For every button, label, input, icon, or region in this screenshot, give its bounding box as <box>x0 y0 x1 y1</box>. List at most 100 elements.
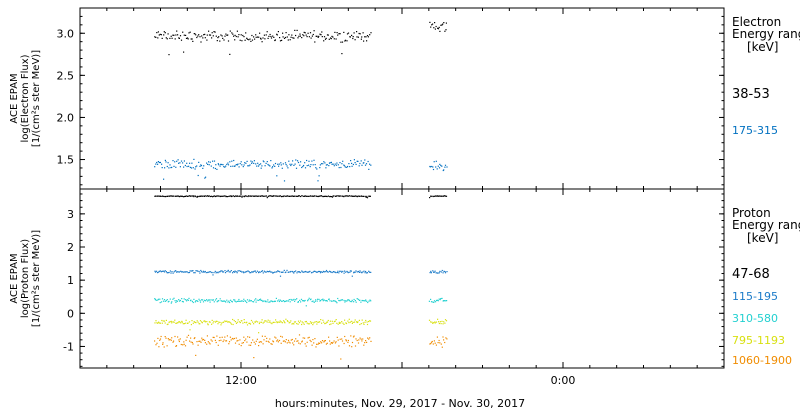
data-point <box>180 160 183 162</box>
data-point <box>265 300 267 302</box>
data-point <box>266 197 268 199</box>
data-point <box>279 320 281 322</box>
data-point <box>253 323 255 325</box>
data-point <box>277 163 279 165</box>
data-point <box>209 161 211 163</box>
data-point <box>215 341 217 344</box>
data-point <box>363 300 365 302</box>
data-point <box>365 270 367 273</box>
data-point <box>255 301 257 303</box>
data-point <box>274 162 277 165</box>
data-point <box>283 269 285 271</box>
data-point <box>200 341 202 343</box>
data-point <box>174 38 176 40</box>
data-point <box>346 33 349 35</box>
data-point <box>170 35 172 37</box>
data-point <box>354 300 356 302</box>
data-point <box>262 322 264 324</box>
data-point <box>272 301 274 303</box>
data-point <box>183 34 185 36</box>
data-point <box>362 271 364 273</box>
data-point <box>366 272 369 274</box>
data-point <box>175 301 177 303</box>
data-point <box>208 161 210 163</box>
data-point <box>234 321 236 323</box>
data-point <box>351 165 353 167</box>
data-point <box>214 31 216 33</box>
data-point <box>213 272 215 274</box>
data-point <box>199 320 202 322</box>
data-point <box>168 54 170 56</box>
data-point <box>301 321 303 323</box>
data-point <box>245 162 247 164</box>
data-point <box>443 22 445 24</box>
data-point <box>236 300 238 302</box>
data-point <box>362 322 364 324</box>
data-point <box>250 344 252 346</box>
data-point <box>250 160 252 162</box>
data-point <box>289 301 291 303</box>
data-point <box>318 321 320 323</box>
data-point <box>224 320 226 322</box>
data-point <box>328 38 330 40</box>
data-point <box>166 272 168 274</box>
data-point <box>312 271 314 273</box>
data-point <box>243 298 245 300</box>
data-point <box>246 299 249 301</box>
data-point <box>307 300 309 302</box>
data-point <box>248 299 251 301</box>
data-point <box>221 270 223 272</box>
data-point <box>322 271 324 273</box>
data-point <box>370 271 372 273</box>
data-point <box>306 36 308 38</box>
data-point <box>437 299 439 301</box>
data-point <box>249 195 251 197</box>
data-point <box>249 336 251 338</box>
data-point <box>165 161 167 163</box>
data-point <box>232 318 234 321</box>
data-point <box>260 299 262 301</box>
data-point <box>193 298 195 300</box>
data-point <box>256 270 258 272</box>
data-point <box>225 340 227 342</box>
data-point <box>347 195 349 197</box>
data-point <box>311 321 313 324</box>
data-point <box>260 341 263 343</box>
data-point <box>283 195 285 197</box>
data-point <box>253 301 255 303</box>
data-point <box>166 299 168 301</box>
data-point <box>315 271 317 273</box>
data-point <box>309 339 311 341</box>
data-point <box>288 322 290 324</box>
data-point <box>369 337 371 339</box>
data-point <box>185 37 188 39</box>
data-point <box>165 337 167 339</box>
data-point <box>184 299 187 301</box>
data-point <box>274 195 276 197</box>
data-point <box>255 163 257 165</box>
data-point <box>221 336 223 338</box>
data-point <box>339 33 341 35</box>
data-point <box>318 195 320 197</box>
data-point <box>221 322 223 324</box>
data-point <box>357 160 359 162</box>
data-point <box>345 339 347 341</box>
data-point <box>182 271 185 273</box>
data-point <box>351 34 353 36</box>
data-point <box>210 195 213 197</box>
data-point <box>244 271 246 273</box>
data-point <box>331 342 333 344</box>
data-point <box>196 300 198 302</box>
data-point <box>226 34 228 36</box>
data-point <box>320 319 322 321</box>
data-point <box>339 300 341 302</box>
data-point <box>429 343 431 345</box>
data-point <box>212 196 214 198</box>
data-point <box>318 298 320 300</box>
data-point <box>218 195 220 197</box>
data-point <box>358 339 360 341</box>
data-point <box>204 37 206 39</box>
data-point <box>255 320 257 322</box>
data-point <box>160 195 162 197</box>
